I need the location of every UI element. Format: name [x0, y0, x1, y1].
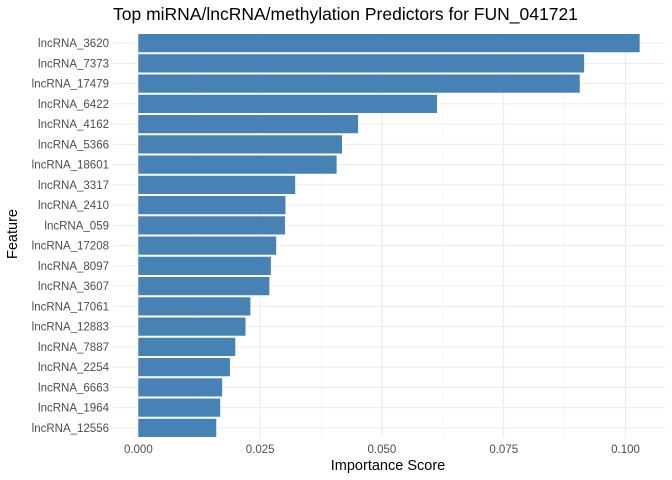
bars [138, 34, 640, 437]
bar-lncrna-3317 [138, 175, 296, 194]
gridlines [113, 33, 665, 438]
y-tick-label: lncRNA_2254 [38, 362, 110, 374]
bar-lncrna-12556 [138, 418, 217, 437]
bar-lncrna-2410 [138, 196, 286, 215]
y-axis-title: Feature [5, 209, 21, 259]
y-tick-label: lncRNA_6422 [38, 99, 109, 111]
bar-lncrna-12883 [138, 317, 246, 336]
x-tick-labels: 0.000 0.025 0.050 0.075 0.100 [124, 444, 640, 456]
y-tick-label: lncRNA_3620 [38, 38, 109, 50]
bar-lncrna-6422 [138, 94, 437, 113]
bar-lncrna-3620 [138, 34, 640, 53]
y-tick-label: lncRNA_2410 [38, 200, 109, 212]
bar-lncrna-3607 [138, 277, 270, 296]
chart-title: Top miRNA/lncRNA/methylation Predictors … [113, 4, 578, 25]
y-tick-label: lncRNA_7373 [38, 58, 109, 70]
y-tick-label: lncRNA_3607 [38, 281, 109, 293]
bar-lncrna-7373 [138, 54, 585, 73]
bar-lncrna-059 [138, 216, 285, 235]
y-tick-label: lncRNA_1964 [38, 403, 110, 415]
y-tick-label: lncRNA_7887 [38, 342, 109, 354]
bar-lncrna-8097 [138, 256, 271, 275]
x-tick-label: 0.075 [489, 444, 518, 456]
y-tick-label: lncRNA_4162 [38, 119, 109, 131]
y-tick-label: lncRNA_5366 [38, 139, 109, 151]
bar-lncrna-7887 [138, 337, 236, 356]
y-tick-label: lncRNA_18601 [32, 160, 109, 172]
bar-lncrna-6663 [138, 378, 223, 397]
y-tick-label: lncRNA_12883 [32, 322, 109, 334]
bar-lncrna-17061 [138, 297, 251, 316]
bar-lncrna-4162 [138, 115, 359, 134]
y-tick-label: lncRNA_17479 [32, 79, 109, 91]
x-tick-label: 0.050 [368, 444, 397, 456]
bar-lncrna-1964 [138, 398, 221, 417]
bar-lncrna-17208 [138, 236, 277, 255]
bar-lncrna-18601 [138, 155, 337, 174]
y-tick-label: lncRNA_8097 [38, 261, 109, 273]
y-tick-labels: lncRNA_3620 lncRNA_7373 lncRNA_17479 lncRNA… [32, 38, 110, 435]
x-tick-label: 0.100 [611, 444, 640, 456]
bar-lncrna-2254 [138, 358, 230, 377]
y-tick-label: lncRNA_059 [44, 220, 109, 232]
y-tick-label: lncRNA_3317 [38, 180, 109, 192]
y-tick-label: lncRNA_6663 [38, 382, 109, 394]
bar-lncrna-5366 [138, 135, 342, 154]
y-tick-label: lncRNA_12556 [32, 423, 109, 435]
y-tick-label: lncRNA_17208 [32, 241, 109, 253]
y-tick-label: lncRNA_17061 [32, 301, 109, 313]
bar-lncrna-17479 [138, 74, 580, 93]
x-tick-label: 0.000 [124, 444, 153, 456]
x-axis-title: Importance Score [331, 458, 445, 474]
x-tick-label: 0.025 [246, 444, 275, 456]
